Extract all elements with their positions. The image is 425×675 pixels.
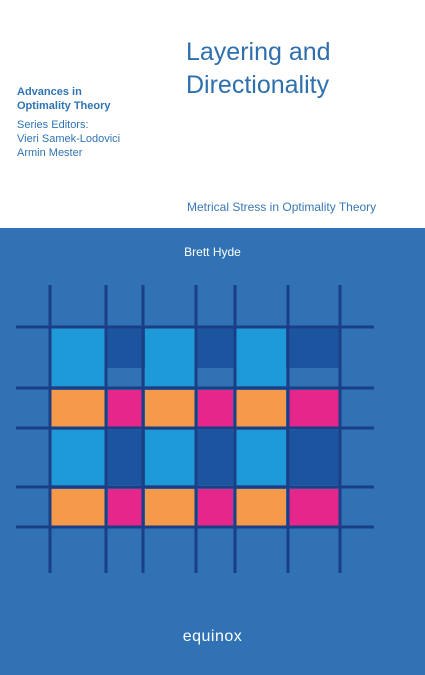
book-title-line2: Directionality xyxy=(186,71,330,99)
series-editor-1: Vieri Samek-Lodovici xyxy=(17,133,121,145)
grid-orange-cells xyxy=(51,390,286,526)
series-editor-2: Armin Mester xyxy=(17,147,83,159)
publisher-logo: equinox xyxy=(182,628,243,645)
author-name: Brett Hyde xyxy=(184,245,241,259)
series-name-line2: Optimality Theory xyxy=(17,100,111,112)
book-title: Layering and Directionality xyxy=(186,36,416,102)
book-title-line1: Layering and xyxy=(186,38,331,66)
top-white-panel: Advances in Optimality Theory Series Edi… xyxy=(0,0,425,228)
grid-artwork xyxy=(16,285,374,573)
grid-magenta-cells xyxy=(108,390,339,526)
grid-light-blue-cells xyxy=(51,328,286,485)
series-info: Advances in Optimality Theory Series Edi… xyxy=(17,85,167,160)
series-name-line1: Advances in xyxy=(17,86,82,98)
cover-blue-panel: Brett Hyde equinox xyxy=(0,228,425,675)
series-editors-label: Series Editors: xyxy=(17,119,89,131)
book-subtitle: Metrical Stress in Optimality Theory xyxy=(187,200,377,214)
grid-lines xyxy=(16,285,374,573)
